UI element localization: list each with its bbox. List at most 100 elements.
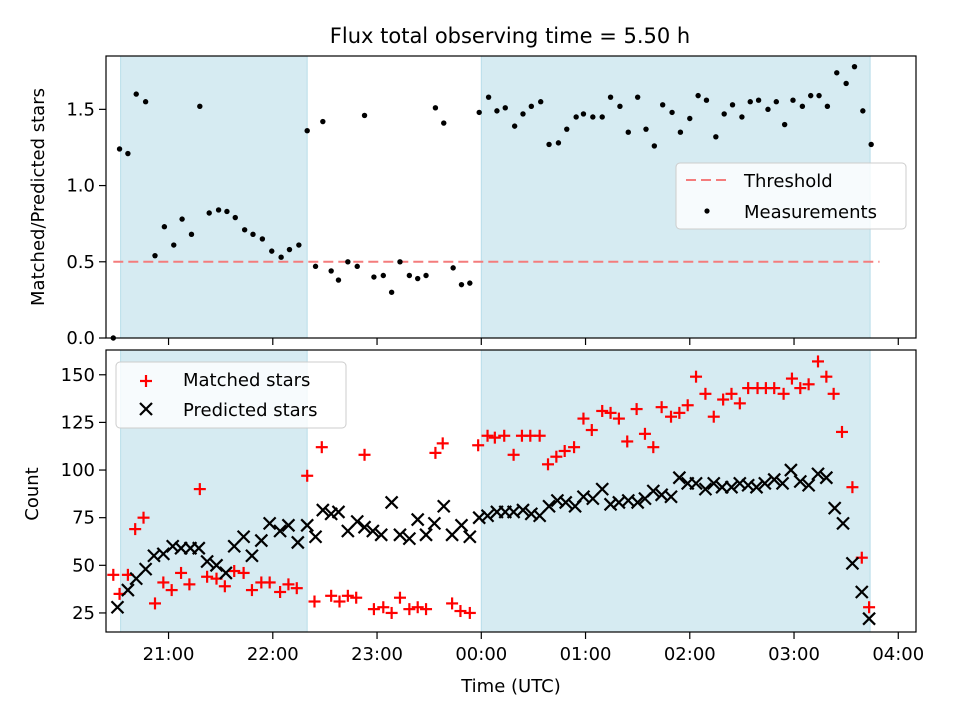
predicted-star-point bbox=[664, 489, 678, 504]
measurement-point bbox=[224, 208, 230, 215]
matched-star-point bbox=[812, 355, 825, 368]
predicted-star-point bbox=[192, 541, 206, 555]
x-marker-b bbox=[855, 585, 869, 599]
measurement-point bbox=[765, 106, 771, 113]
matched-star-point bbox=[165, 584, 178, 597]
predicted-star-point bbox=[121, 583, 135, 597]
predicted-star-point bbox=[758, 476, 772, 491]
predicted-star-point bbox=[845, 556, 860, 571]
predicted-star-point bbox=[308, 529, 323, 544]
y-tick-label: 1.0 bbox=[66, 176, 95, 197]
predicted-star-point bbox=[706, 476, 721, 491]
top-legend: Threshold Measurements bbox=[675, 162, 907, 230]
matched-star-point bbox=[341, 589, 354, 602]
matched-star-point bbox=[377, 601, 390, 614]
measurement-point bbox=[599, 114, 605, 120]
x-marker-b bbox=[357, 520, 372, 534]
y-tick-label: 0.5 bbox=[66, 252, 95, 273]
legend-measurements-label: Measurements bbox=[744, 202, 877, 223]
predicted-star-point bbox=[811, 467, 825, 481]
matched-star-point bbox=[274, 585, 287, 598]
predicted-star-point bbox=[156, 547, 171, 561]
matched-star-point bbox=[621, 435, 634, 448]
matched-star-point bbox=[175, 566, 188, 579]
predicted-star-point bbox=[689, 476, 703, 491]
measurement-point bbox=[755, 97, 762, 103]
x-marker-b bbox=[192, 541, 206, 555]
measurement-point bbox=[116, 146, 123, 152]
x-marker-b bbox=[646, 484, 661, 498]
measurement-point bbox=[397, 259, 403, 265]
predicted-star-point bbox=[357, 520, 372, 534]
x-marker-b bbox=[393, 528, 407, 542]
matched-star-point bbox=[107, 568, 120, 581]
measurement-point bbox=[441, 120, 447, 126]
x-marker-b bbox=[219, 566, 233, 580]
predicted-star-point bbox=[219, 566, 233, 580]
x-tick-label: 04:00 bbox=[872, 644, 924, 665]
predicted-star-point bbox=[784, 463, 798, 477]
measurement-point bbox=[739, 114, 745, 120]
measurement-point bbox=[171, 242, 177, 248]
matched-stars-points bbox=[107, 355, 876, 619]
measurement-point bbox=[304, 127, 310, 134]
x-marker-b bbox=[472, 510, 486, 525]
x-marker-b bbox=[200, 554, 214, 569]
predicted-star-point bbox=[402, 531, 417, 546]
y-tick-label: 1.5 bbox=[66, 99, 95, 120]
x-marker-b bbox=[273, 524, 287, 538]
matched-star-point bbox=[157, 576, 170, 589]
predicted-star-point bbox=[366, 524, 380, 538]
predicted-star-point bbox=[646, 484, 661, 498]
x-marker-b bbox=[316, 503, 330, 517]
matched-star-point bbox=[463, 606, 476, 619]
predicted-star-point bbox=[454, 518, 469, 533]
x-tick-label: 21:00 bbox=[143, 644, 195, 665]
measurement-point bbox=[354, 263, 360, 270]
matched-star-point bbox=[282, 578, 295, 591]
x-marker-b bbox=[836, 516, 850, 531]
predicted-star-point bbox=[262, 516, 277, 531]
measurement-points bbox=[110, 63, 874, 341]
bottom-y-axis-label: Count bbox=[22, 467, 43, 520]
predicted-star-point bbox=[862, 611, 876, 626]
x-tick-label: 00:00 bbox=[455, 644, 507, 665]
measurement-point bbox=[320, 118, 326, 125]
legend-predicted-label: Predicted stars bbox=[183, 400, 317, 421]
predicted-star-point bbox=[801, 478, 816, 493]
x-marker-b bbox=[480, 508, 495, 523]
predicted-star-point bbox=[291, 535, 305, 550]
measurement-point bbox=[380, 272, 386, 279]
x-marker-b bbox=[664, 489, 678, 504]
matched-star-point bbox=[612, 412, 625, 425]
measurement-point bbox=[450, 265, 456, 271]
matched-star-point bbox=[630, 403, 643, 416]
measurement-point bbox=[573, 114, 579, 120]
x-tick-label: 22:00 bbox=[247, 644, 299, 665]
x-axis-label: Time (UTC) bbox=[460, 676, 561, 697]
matched-star-point bbox=[237, 566, 250, 579]
matched-star-point bbox=[436, 437, 449, 450]
x-marker-b bbox=[542, 499, 556, 514]
measurement-point bbox=[406, 272, 413, 279]
predicted-star-point bbox=[209, 558, 224, 573]
matched-star-point bbox=[333, 595, 346, 608]
matched-star-point bbox=[673, 406, 686, 419]
predicted-star-point bbox=[542, 499, 556, 514]
measurement-point bbox=[816, 92, 822, 99]
predicted-star-point bbox=[331, 505, 346, 519]
measurement-point bbox=[296, 242, 302, 248]
measurement-point bbox=[580, 111, 587, 117]
x-marker-b bbox=[845, 556, 860, 571]
x-marker-b bbox=[281, 518, 296, 533]
measurement-point bbox=[432, 105, 439, 111]
x-marker-b bbox=[236, 529, 251, 544]
measurement-point bbox=[371, 274, 377, 280]
predicted-star-point bbox=[384, 495, 399, 510]
measurement-point bbox=[520, 111, 526, 117]
matched-star-point bbox=[263, 576, 276, 589]
predicted-star-point bbox=[254, 533, 269, 548]
measurement-point bbox=[713, 134, 719, 140]
x-marker-b bbox=[801, 478, 816, 493]
